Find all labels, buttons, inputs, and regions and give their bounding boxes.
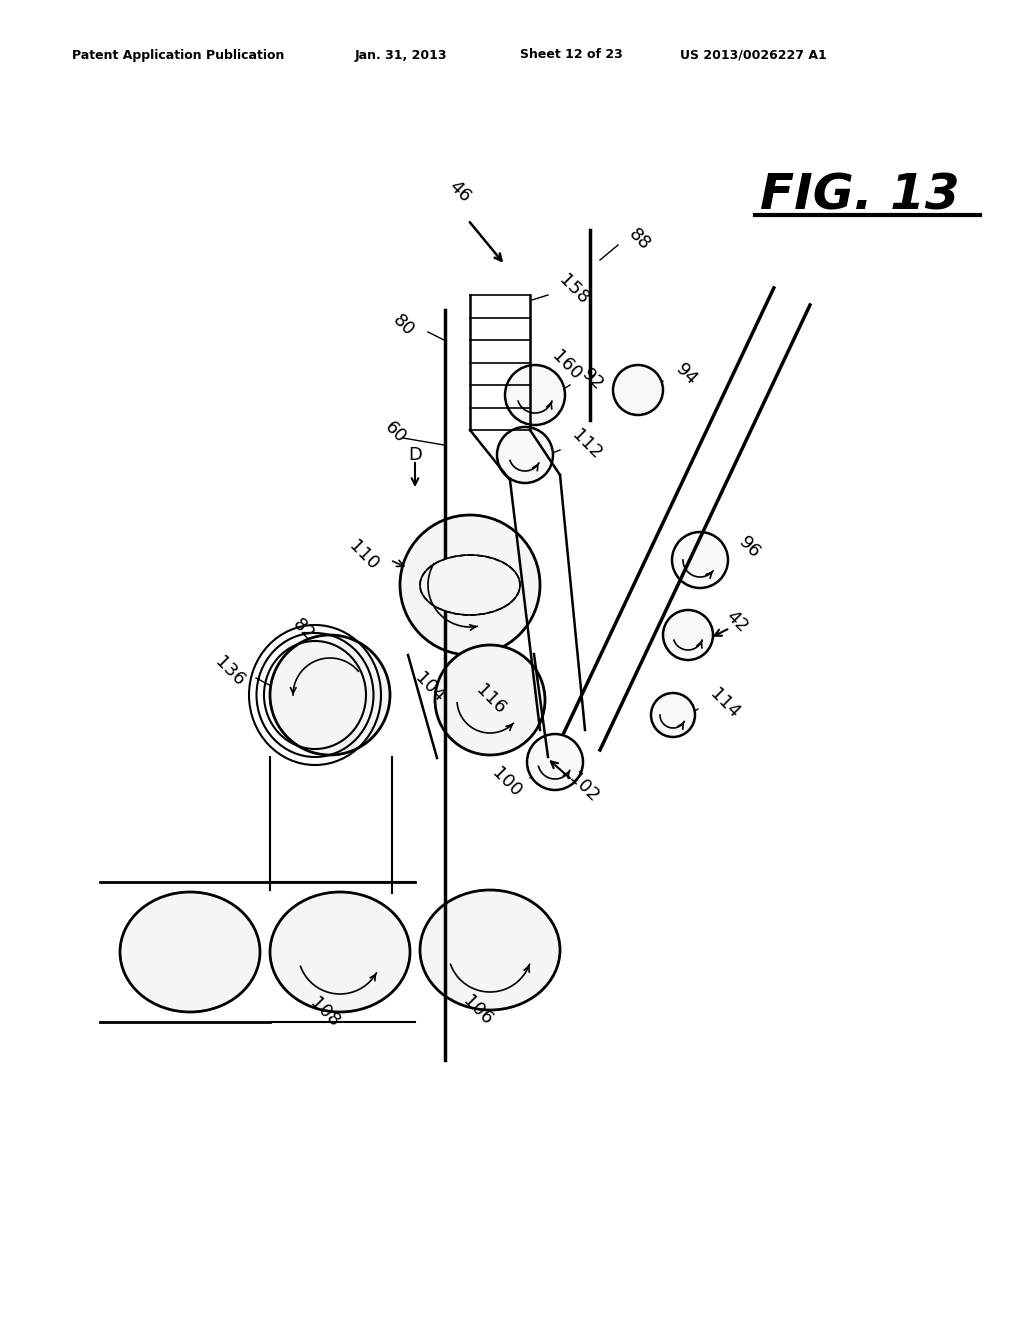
Text: 160: 160 — [548, 347, 585, 383]
Ellipse shape — [420, 890, 560, 1010]
Ellipse shape — [420, 554, 520, 615]
Text: 114: 114 — [706, 685, 743, 722]
Circle shape — [651, 693, 695, 737]
Text: 46: 46 — [445, 178, 474, 206]
Ellipse shape — [120, 892, 260, 1012]
Text: FIG. 13: FIG. 13 — [760, 172, 959, 219]
Circle shape — [613, 366, 663, 414]
Circle shape — [400, 515, 540, 655]
Text: 42: 42 — [722, 607, 751, 636]
Ellipse shape — [270, 892, 410, 1012]
Text: 60: 60 — [381, 417, 410, 446]
Text: 100: 100 — [488, 764, 525, 800]
Text: 92: 92 — [578, 366, 607, 395]
Circle shape — [270, 635, 390, 755]
Text: Jan. 31, 2013: Jan. 31, 2013 — [355, 49, 447, 62]
Text: 80: 80 — [389, 310, 418, 339]
Circle shape — [505, 366, 565, 425]
Text: Sheet 12 of 23: Sheet 12 of 23 — [520, 49, 623, 62]
Text: 112: 112 — [568, 426, 605, 463]
Text: 136: 136 — [211, 653, 248, 690]
Text: Patent Application Publication: Patent Application Publication — [72, 49, 285, 62]
Circle shape — [663, 610, 713, 660]
Circle shape — [497, 426, 553, 483]
Circle shape — [672, 532, 728, 587]
Text: 102: 102 — [565, 770, 602, 807]
Text: 104: 104 — [412, 669, 449, 706]
Text: 96: 96 — [735, 533, 764, 562]
Circle shape — [435, 645, 545, 755]
Text: US 2013/0026227 A1: US 2013/0026227 A1 — [680, 49, 826, 62]
Text: 110: 110 — [345, 537, 382, 573]
Text: 106: 106 — [460, 991, 497, 1028]
Text: 158: 158 — [555, 272, 592, 309]
Text: 88: 88 — [625, 226, 653, 255]
Text: 94: 94 — [672, 360, 701, 389]
Text: 82: 82 — [289, 615, 318, 644]
Circle shape — [527, 734, 583, 789]
Text: 116: 116 — [472, 681, 509, 718]
Text: 108: 108 — [306, 994, 343, 1031]
Text: D: D — [408, 446, 422, 465]
